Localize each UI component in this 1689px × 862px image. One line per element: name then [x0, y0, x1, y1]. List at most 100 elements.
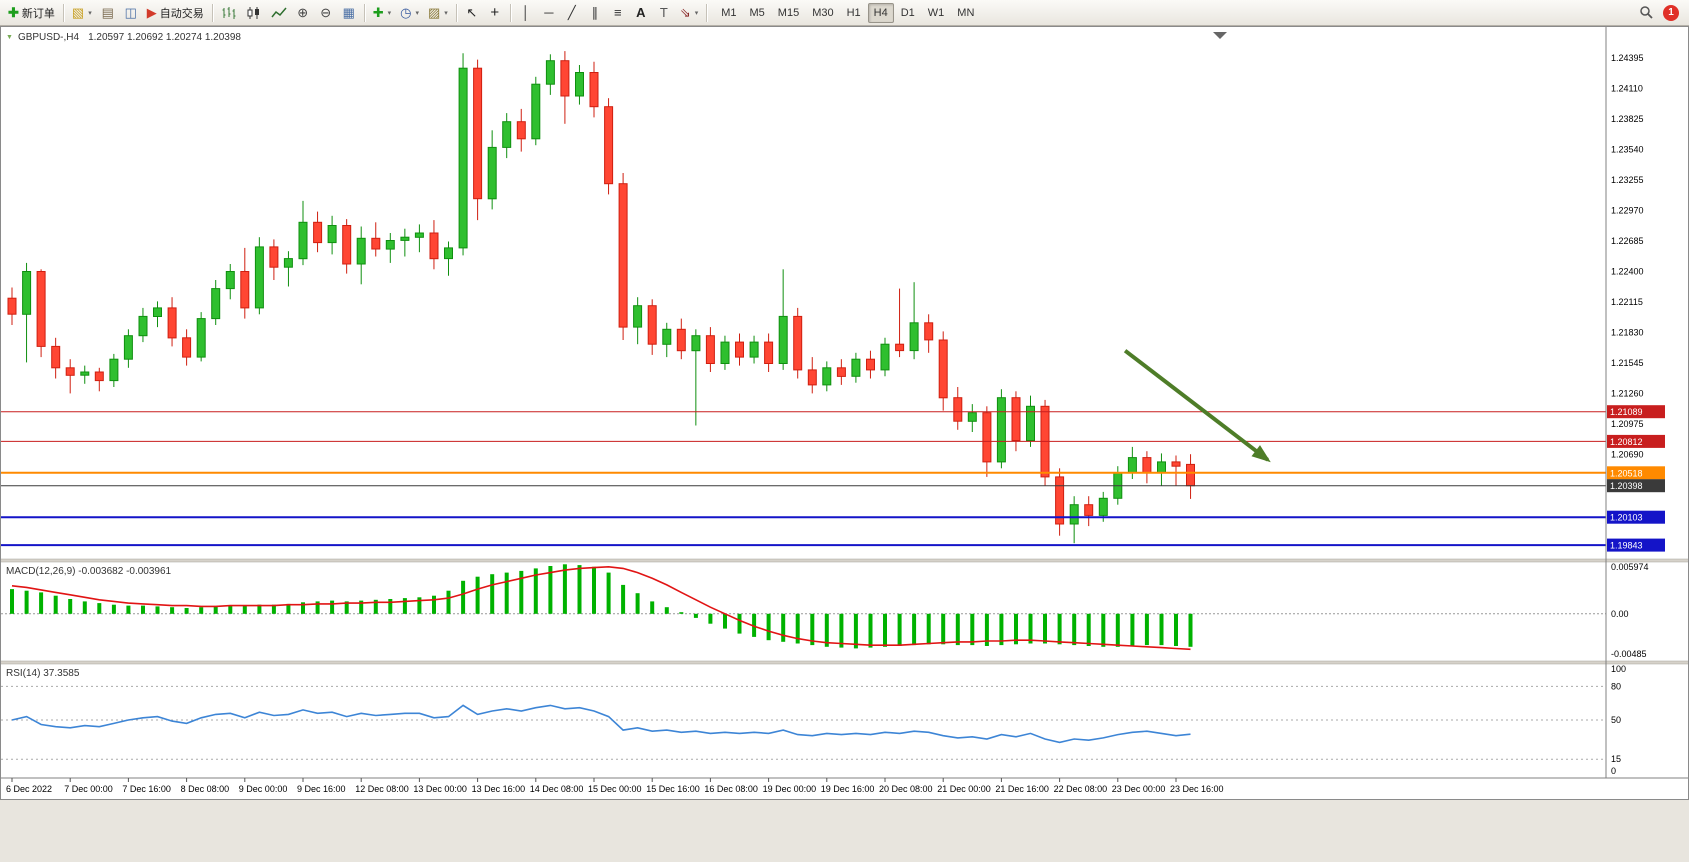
chevron-down-icon: ▾ — [415, 9, 419, 17]
channel-icon: ∥ — [591, 5, 599, 20]
shift-marker-icon[interactable] — [1213, 32, 1227, 39]
auto-trading-icon: ▶ — [146, 5, 157, 20]
timeframe-m5-button[interactable]: M5 — [749, 6, 765, 19]
chevron-down-icon: ▾ — [694, 9, 699, 17]
timeframe-d1-button[interactable]: D1 — [900, 6, 915, 19]
data-window-button[interactable]: ◫ — [120, 2, 142, 24]
tile-windows-button[interactable]: ▦ — [338, 2, 360, 24]
fibonacci-icon: ≡ — [614, 5, 622, 20]
trendline-button[interactable]: ╱ — [561, 2, 583, 24]
timeframe-m30-button[interactable]: M30 — [812, 6, 834, 19]
svg-text:1.21545: 1.21545 — [1611, 358, 1644, 368]
svg-text:21 Dec 16:00: 21 Dec 16:00 — [995, 784, 1049, 794]
text-button[interactable]: A — [630, 2, 652, 24]
trend-arrow-annotation[interactable] — [1123, 349, 1271, 463]
timeframe-m1-button[interactable]: M1 — [721, 6, 737, 19]
zoom-in-icon: ⊕ — [297, 5, 309, 20]
svg-text:22 Dec 08:00: 22 Dec 08:00 — [1054, 784, 1108, 794]
time-ax: 6 Dec 2022 7 Dec 00:00 7 Dec 16:00 8 Dec 08… — [6, 778, 1224, 794]
vertical-line-button[interactable]: │ — [515, 2, 537, 24]
zoom-out-icon: ⊖ — [320, 5, 332, 20]
timeframe-h4-button[interactable]: H4 — [867, 2, 894, 23]
chart-window[interactable]: 0.005974 0.00 -0.00485 100 80 50 15 0 1.24395 1.2… — [0, 26, 1689, 862]
price-axis: 1.24395 1.24110 1.23825 1.23540 1.23255 1.229… — [1611, 53, 1644, 459]
text-label-button[interactable]: T — [653, 2, 675, 24]
search-icon — [1640, 6, 1653, 19]
vertical-line-icon: │ — [521, 5, 530, 20]
svg-text:1.21260: 1.21260 — [1611, 388, 1644, 398]
macd-panel: 0.005974 0.00 -0.00485 — [1, 562, 1649, 659]
svg-text:1.23825: 1.23825 — [1611, 114, 1644, 124]
svg-text:23 Dec 00:00: 23 Dec 00:00 — [1112, 784, 1166, 794]
toolbar-separator — [62, 3, 64, 22]
tile-windows-icon: ▦ — [342, 5, 355, 20]
svg-text:13 Dec 16:00: 13 Dec 16:00 — [472, 784, 526, 794]
notification-badge[interactable]: 1 — [1663, 4, 1679, 21]
toolbar-separator — [211, 3, 213, 22]
timeframe-m15-button[interactable]: M15 — [777, 6, 800, 19]
fibonacci-button[interactable]: ≡ — [607, 2, 629, 24]
svg-text:19 Dec 00:00: 19 Dec 00:00 — [763, 784, 817, 794]
arrows-tool-button[interactable]: ⇘ ▾ — [676, 2, 702, 24]
svg-text:1.22400: 1.22400 — [1611, 267, 1644, 277]
cursor-button[interactable]: ↖ — [461, 2, 483, 24]
periods-button[interactable]: ◷ ▾ — [396, 2, 423, 24]
candlestick-chart-button[interactable] — [242, 2, 266, 24]
zoom-out-button[interactable]: ⊖ — [315, 2, 337, 24]
search-button[interactable] — [1635, 2, 1658, 24]
svg-text:0: 0 — [1611, 766, 1616, 776]
auto-trading-button[interactable]: ▶ 自动交易 — [143, 2, 208, 24]
svg-text:50: 50 — [1611, 715, 1621, 725]
new-order-label: 新订单 — [21, 7, 55, 20]
chevron-down-icon: ▾ — [88, 9, 92, 17]
line-chart-button[interactable] — [267, 2, 291, 24]
svg-text:1.23255: 1.23255 — [1611, 175, 1644, 185]
timeframe-mn-button[interactable]: MN — [957, 6, 975, 19]
bar-chart-icon — [222, 6, 236, 19]
toolbar-separator — [455, 3, 457, 22]
horizontal-line-button[interactable]: ─ — [538, 2, 560, 24]
arrow-shape-icon: ⇘ — [679, 5, 691, 20]
svg-text:1.20103: 1.20103 — [1610, 513, 1643, 523]
timeframe-w1-button[interactable]: W1 — [927, 6, 945, 19]
timeframe-h1-button[interactable]: H1 — [846, 6, 861, 19]
data-window-icon: ◫ — [124, 5, 137, 20]
new-order-button[interactable]: ✚ 新订单 — [4, 2, 59, 24]
svg-text:1.20518: 1.20518 — [1610, 468, 1643, 478]
rsi-panel: 100 80 50 15 0 — [1, 664, 1626, 776]
svg-text:1.20975: 1.20975 — [1611, 419, 1644, 429]
svg-text:7 Dec 00:00: 7 Dec 00:00 — [64, 784, 113, 794]
panel-divider[interactable] — [0, 660, 1689, 665]
bar-chart-button[interactable] — [217, 2, 241, 24]
svg-text:9 Dec 16:00: 9 Dec 16:00 — [297, 784, 346, 794]
horizontal-lines-layer[interactable] — [1, 411, 1606, 547]
chevron-down-icon: ▾ — [387, 9, 392, 17]
crosshair-button[interactable]: + — [484, 2, 506, 24]
indicators-button[interactable]: ✚ ▾ — [369, 2, 395, 24]
svg-text:15 Dec 00:00: 15 Dec 00:00 — [588, 784, 642, 794]
auto-trading-label: 自动交易 — [159, 7, 204, 20]
new-chart-icon: ▧ — [71, 5, 85, 20]
templates-button[interactable]: ▨ ▾ — [424, 2, 452, 24]
horizontal-line-icon: ─ — [544, 5, 554, 20]
svg-text:1.23540: 1.23540 — [1611, 145, 1644, 155]
profiles-icon: ▤ — [101, 5, 114, 20]
channel-button[interactable]: ∥ — [584, 2, 606, 24]
cursor-icon: ↖ — [466, 5, 478, 20]
chart-menu-icon[interactable]: ▼ — [6, 34, 13, 41]
line-chart-icon — [271, 7, 287, 17]
chart-canvas[interactable]: 0.0059740.00-0.0048510080501501.243951.2… — [0, 26, 1689, 862]
panel-divider[interactable] — [0, 558, 1689, 563]
zoom-in-button[interactable]: ⊕ — [292, 2, 314, 24]
new-order-icon: ✚ — [8, 5, 19, 20]
toolbar: ✚ 新订单 ▧ ▾ ▤ ◫ ▶ 自动交易 ⊕ ⊖ ▦ — [0, 0, 1689, 26]
timeframe-group: M1 M5 M15 M30 H1 H4 D1 W1 MN — [715, 2, 980, 23]
new-chart-button[interactable]: ▧ ▾ — [68, 2, 96, 24]
candlestick-icon — [247, 6, 259, 19]
svg-text:1.24110: 1.24110 — [1611, 84, 1643, 94]
svg-text:8 Dec 08:00: 8 Dec 08:00 — [181, 784, 230, 794]
profiles-button[interactable]: ▤ — [97, 2, 119, 24]
trendline-icon: ╱ — [567, 5, 576, 20]
svg-text:1.22970: 1.22970 — [1611, 206, 1644, 216]
svg-text:20 Dec 08:00: 20 Dec 08:00 — [879, 784, 933, 794]
